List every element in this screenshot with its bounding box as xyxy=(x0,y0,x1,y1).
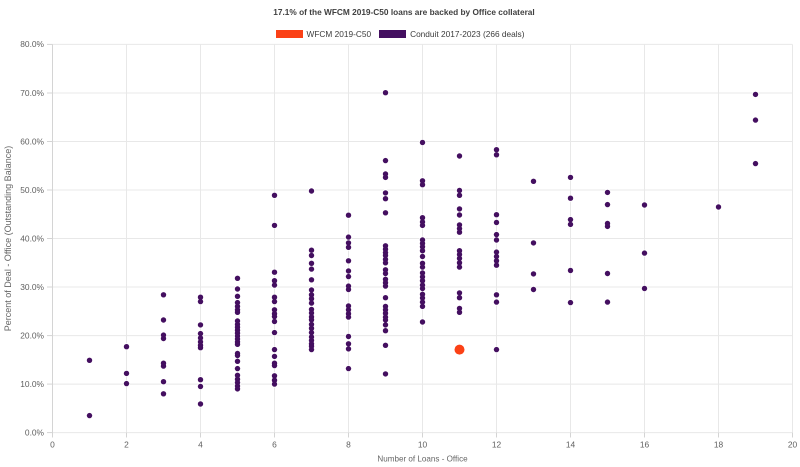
svg-text:10.0%: 10.0% xyxy=(20,379,44,389)
svg-text:20: 20 xyxy=(788,440,798,450)
svg-text:18: 18 xyxy=(714,440,724,450)
svg-text:80.0%: 80.0% xyxy=(20,39,44,49)
svg-text:14: 14 xyxy=(566,440,576,450)
svg-text:8: 8 xyxy=(346,440,351,450)
svg-text:0.0%: 0.0% xyxy=(25,427,45,437)
svg-text:40.0%: 40.0% xyxy=(20,233,44,243)
svg-text:6: 6 xyxy=(272,440,277,450)
svg-text:50.0%: 50.0% xyxy=(20,185,44,195)
svg-text:16: 16 xyxy=(640,440,650,450)
svg-text:4: 4 xyxy=(198,440,203,450)
svg-text:60.0%: 60.0% xyxy=(20,136,44,146)
svg-text:20.0%: 20.0% xyxy=(20,330,44,340)
svg-text:12: 12 xyxy=(492,440,502,450)
svg-text:10: 10 xyxy=(418,440,428,450)
svg-text:0: 0 xyxy=(50,440,55,450)
svg-text:30.0%: 30.0% xyxy=(20,282,44,292)
svg-text:2: 2 xyxy=(124,440,129,450)
svg-text:70.0%: 70.0% xyxy=(20,88,44,98)
svg-text:Percent of Deal - Office (Outs: Percent of Deal - Office (Outstanding Ba… xyxy=(3,146,13,331)
svg-text:Number of Loans - Office: Number of Loans - Office xyxy=(377,455,468,464)
